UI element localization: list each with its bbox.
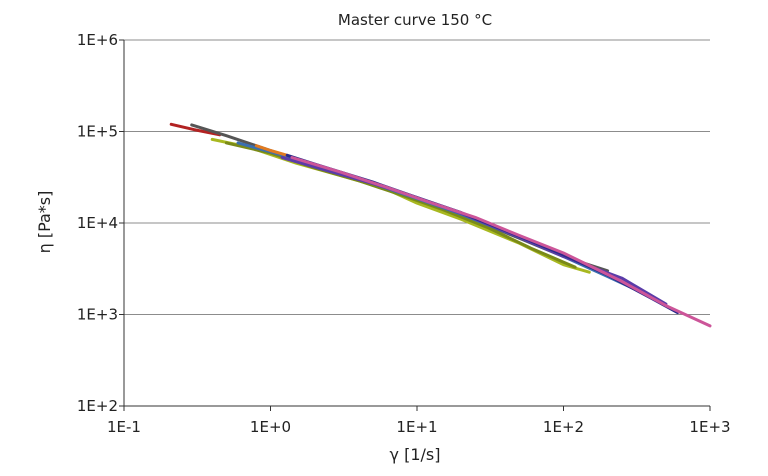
series-line-5 <box>236 141 654 299</box>
axes <box>119 39 711 411</box>
chart-title: Master curve 150 °C <box>338 11 492 29</box>
x-tick-label: 1E-1 <box>107 418 141 436</box>
y-tick-label: 1E+2 <box>77 397 118 415</box>
data-series <box>169 122 712 328</box>
y-tick-label: 1E+5 <box>77 123 118 141</box>
series-line-7 <box>254 144 289 157</box>
series-line-3 <box>210 137 591 274</box>
x-tick-label: 1E+0 <box>250 418 291 436</box>
x-tick-label: 1E+3 <box>689 418 730 436</box>
series-line-1 <box>169 122 222 137</box>
x-axis-label: γ [1/s] <box>390 445 441 464</box>
y-tick-label: 1E+3 <box>77 306 118 324</box>
series-line-9 <box>290 156 712 328</box>
y-tick-label: 1E+6 <box>77 31 118 49</box>
x-tick-labels: 1E-1 1E+0 1E+1 1E+2 1E+3 <box>107 418 731 436</box>
series-line-4 <box>224 141 577 269</box>
series-line-8 <box>285 153 679 315</box>
y-tick-label: 1E+4 <box>77 214 118 232</box>
series-line-6 <box>280 156 668 306</box>
x-tick-label: 1E+1 <box>396 418 437 436</box>
y-axis-label: η [Pa*s] <box>35 191 54 254</box>
x-tick-label: 1E+2 <box>543 418 584 436</box>
gridlines <box>124 39 710 315</box>
y-tick-labels: 1E+2 1E+3 1E+4 1E+5 1E+6 <box>77 31 118 415</box>
